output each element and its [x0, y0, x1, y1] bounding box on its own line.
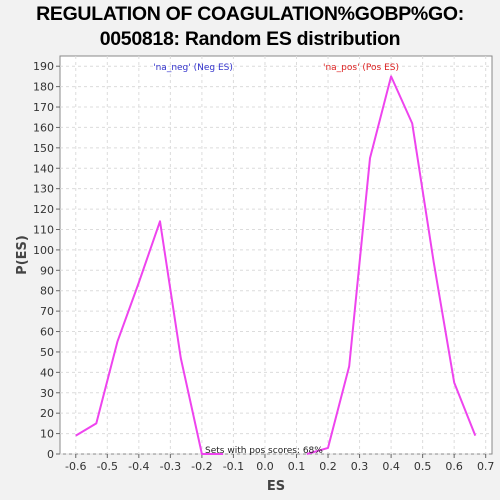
y-axis: 0 10 20 30 40 50 60 70 80 90 100 110 120 130 140 150 160… [33, 60, 60, 461]
x-tick-label: -0.2 [191, 460, 212, 473]
y-tick-label: 30 [40, 387, 54, 400]
y-tick-label: 50 [40, 346, 54, 359]
y-tick-label: 110 [33, 223, 54, 236]
y-tick-label: 190 [33, 60, 54, 73]
x-tick-label: -0.1 [223, 460, 244, 473]
x-tick-label: 0.1 [288, 460, 306, 473]
y-tick-label: 100 [33, 244, 54, 257]
y-tick-label: 140 [33, 162, 54, 175]
annotation-pos-scores: Sets with pos scores: 68% [205, 446, 323, 456]
series-lines [75, 75, 477, 455]
x-tick-label: 0.3 [351, 460, 369, 473]
plot-area [59, 55, 493, 455]
x-tick-label: 0.6 [445, 460, 463, 473]
y-axis-label: P(ES) [15, 235, 30, 275]
y-tick-label: 120 [33, 203, 54, 216]
y-tick-label: 60 [40, 326, 54, 339]
chart-title-line-1: REGULATION OF COAGULATION%GOBP%GO: [36, 3, 464, 25]
x-tick-label: 0.7 [477, 460, 495, 473]
x-tick-label: 0.5 [414, 460, 432, 473]
chart-title: REGULATION OF COAGULATION%GOBP%GO: 00508… [0, 2, 500, 52]
x-tick-label: -0.3 [160, 460, 181, 473]
y-tick-label: 170 [33, 101, 54, 114]
series-line [306, 75, 477, 455]
y-tick-label: 10 [40, 428, 54, 441]
legend-neg: 'na_neg' (Neg ES) [153, 63, 233, 73]
y-tick-label: 180 [33, 81, 54, 94]
y-tick-label: 0 [47, 448, 54, 461]
y-tick-label: 80 [40, 285, 54, 298]
series-line [75, 220, 223, 455]
x-tick-label: 0.4 [382, 460, 400, 473]
grid [60, 56, 492, 455]
x-axis-label: ES [267, 479, 285, 494]
x-tick-label: -0.4 [128, 460, 149, 473]
y-tick-label: 20 [40, 407, 54, 420]
y-tick-label: 160 [33, 121, 54, 134]
y-tick-label: 130 [33, 183, 54, 196]
y-tick-label: 70 [40, 305, 54, 318]
x-tick-label: -0.6 [65, 460, 86, 473]
chart-title-line-2: 0050818: Random ES distribution [99, 28, 401, 50]
x-tick-label: -0.5 [97, 460, 118, 473]
x-tick-label: 0.2 [319, 460, 337, 473]
y-tick-label: 40 [40, 366, 54, 379]
y-tick-label: 90 [40, 264, 54, 277]
x-tick-label: 0.0 [256, 460, 274, 473]
y-tick-label: 150 [33, 142, 54, 155]
x-axis: -0.6 -0.5 -0.4 -0.3 -0.2 -0.1 0.0 0.1 0.2 0.3 0.4 0… [65, 454, 494, 473]
legend-pos: 'na_pos' (Pos ES) [323, 63, 399, 73]
